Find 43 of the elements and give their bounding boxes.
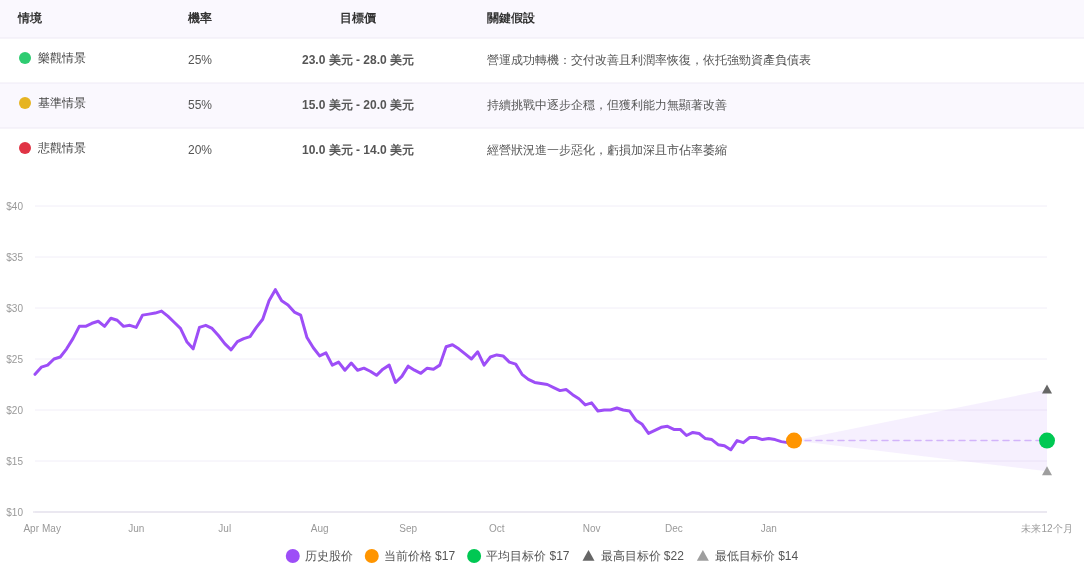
- legend-label: 当前价格 $17: [383, 549, 456, 563]
- x-tick-label: Apr: [23, 523, 40, 534]
- category-label: 樂觀情景: [38, 51, 86, 65]
- x-tick-label: Nov: [582, 523, 601, 534]
- y-tick-label: $15: [6, 456, 24, 467]
- x-tick-label: 未来12个月: [1021, 523, 1073, 534]
- text: 23.0 美元 - 28.0 美元: [301, 53, 415, 67]
- x-tick-label: Jan: [760, 523, 777, 534]
- y-tick-label: $20: [6, 405, 24, 416]
- x-tick-label: Jul: [218, 523, 232, 534]
- text: 15.0 美元 - 20.0 美元: [301, 98, 415, 112]
- category-label: 目標價: [340, 11, 377, 25]
- text: 10.0 美元 - 14.0 美元: [301, 143, 415, 157]
- category-label: 情境: [17, 11, 43, 25]
- category-label: 悲觀情景: [38, 141, 86, 155]
- legend-label: 最高目标价 $22: [600, 549, 685, 563]
- category-label: 機率: [187, 11, 212, 25]
- category-label: 基準情景: [38, 96, 86, 110]
- point: [786, 432, 802, 449]
- text: 營運成功轉機：交付改善且利潤率恢復，依托強勁資產負債表: [487, 53, 811, 67]
- point: [1042, 384, 1052, 394]
- x-tick-label: Sep: [399, 523, 418, 534]
- y-tick-label: $25: [6, 354, 24, 365]
- x-tick-label: Oct: [488, 523, 505, 534]
- x-tick-label: Jun: [128, 523, 145, 534]
- x-tick-label: Dec: [664, 523, 683, 534]
- point: [1042, 466, 1052, 476]
- x-tick-label: Aug: [310, 523, 329, 534]
- y-tick-label: $40: [6, 201, 24, 212]
- legend-label: 平均目标价 $17: [486, 549, 570, 563]
- y-tick-label: $10: [6, 507, 24, 518]
- text: 持續挑戰中逐步企穩，但獲利能力無顯著改善: [487, 98, 727, 112]
- text: 20%: [188, 143, 213, 157]
- legend-label: 最低目标价 $14: [714, 549, 799, 563]
- x-tick-label: May: [41, 523, 61, 534]
- legend-label: 历史股价: [304, 549, 353, 563]
- category-label: 關鍵假設: [487, 11, 536, 25]
- y-tick-label: $30: [6, 303, 24, 314]
- text: 經營狀況進一步惡化，虧損加深且市佔率萎縮: [487, 143, 727, 157]
- text: 25%: [188, 53, 213, 67]
- text: 55%: [188, 98, 213, 112]
- y-tick-label: $35: [6, 252, 24, 263]
- point: [1039, 432, 1055, 449]
